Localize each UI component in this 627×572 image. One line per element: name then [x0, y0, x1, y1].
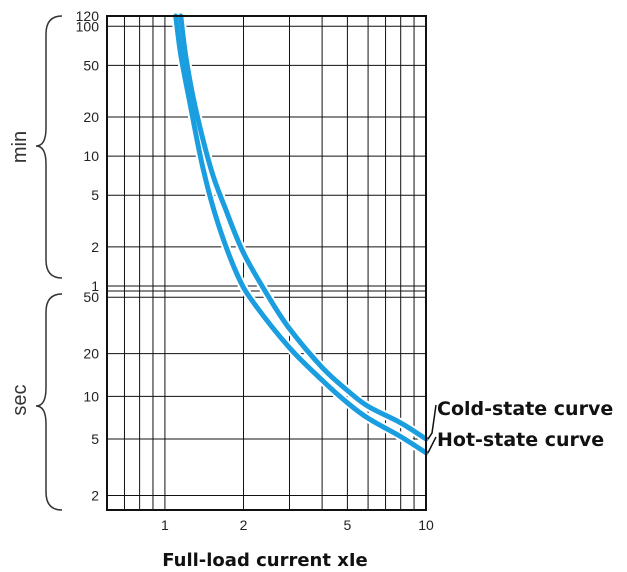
y-tick-label-min: 50	[83, 57, 99, 73]
y-tick-label-min: 1	[91, 278, 99, 294]
legend-cold-state: Cold-state curve	[437, 398, 613, 420]
hot-state-leader	[427, 436, 437, 454]
y-tick-label-sec: 50	[83, 289, 99, 305]
min-brace	[35, 15, 63, 279]
grid	[106, 15, 427, 510]
y-tick-label-min: 120	[76, 8, 100, 24]
plot-frame	[106, 15, 427, 511]
y-tick-label-sec: 20	[83, 346, 99, 362]
y-tick-label-min: 20	[83, 109, 99, 125]
sec-brace	[35, 293, 63, 511]
y-tick-label-sec: 10	[83, 388, 99, 404]
y-tick-label-min: 5	[91, 187, 99, 203]
x-tick-label: 5	[344, 517, 352, 533]
cold-state-leader	[427, 404, 437, 440]
y-tick-label-min: 100	[76, 18, 100, 34]
y-tick-label-min: 2	[91, 239, 99, 255]
x-tick-label: 2	[240, 517, 248, 533]
x-tick-label: 1	[161, 517, 169, 533]
hot-state-curve	[173, 13, 429, 456]
x-axis-label: Full-load current xIe	[162, 550, 368, 571]
x-tick-label: 10	[418, 517, 434, 533]
y-tick-label-sec: 2	[91, 487, 99, 503]
sec-unit-label: sec	[9, 384, 31, 415]
series-layer	[171, 11, 431, 458]
cold-state-curve	[178, 13, 429, 442]
hot-state-curve-halo	[171, 11, 431, 458]
y-tick-label-min: 10	[83, 148, 99, 164]
y-tick-label-sec: 5	[91, 431, 99, 447]
legend-hot-state: Hot-state curve	[437, 429, 604, 451]
min-unit-label: min	[9, 131, 31, 163]
